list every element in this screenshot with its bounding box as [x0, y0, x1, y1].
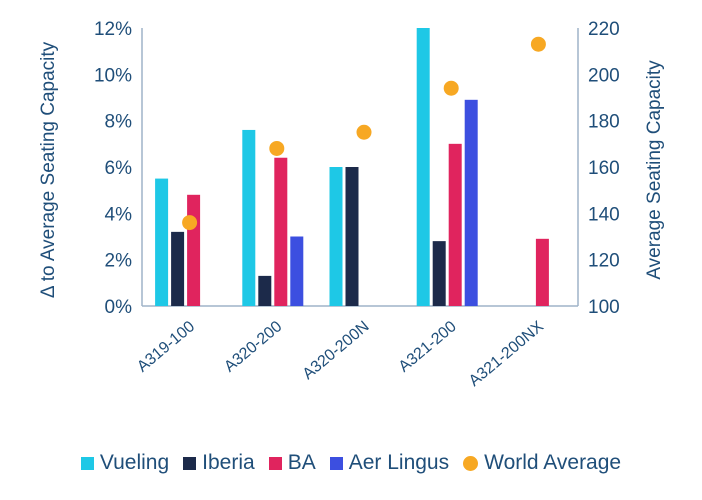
x-tick-label: A319-100 — [134, 318, 198, 376]
y2-tick-label: 160 — [588, 158, 620, 179]
bar-vueling — [416, 28, 430, 306]
bar-ba — [187, 194, 201, 306]
world-average-point — [530, 36, 546, 52]
y-tick-label: 12% — [94, 19, 132, 40]
y-tick-label: 0% — [105, 297, 133, 318]
bar-iberia — [432, 241, 446, 306]
world-average-point — [182, 215, 198, 231]
y-axis-title: Δ to Average Seating Capacity — [38, 41, 59, 298]
x-tick-label: A321-200 — [396, 318, 460, 376]
world-average-point — [356, 124, 372, 140]
legend-item: Iberia — [183, 451, 255, 475]
y2-tick-label: 100 — [588, 297, 620, 318]
legend-label: BA — [287, 451, 316, 474]
world-average-points — [182, 36, 546, 231]
y2-tick-label: 140 — [588, 204, 620, 225]
bar-aer-lingus — [290, 236, 304, 306]
bar-iberia — [258, 275, 272, 306]
y-tick-label: 8% — [105, 112, 133, 133]
world-average-point — [269, 140, 285, 156]
bar-vueling — [329, 167, 343, 306]
y2-axis-title: Average Seating Capacity — [644, 60, 665, 280]
legend-item: Aer Lingus — [329, 451, 450, 475]
legend-item: Vueling — [80, 451, 170, 475]
x-tick-label: A321-200NX — [466, 318, 547, 390]
y-tick-label: 10% — [94, 65, 132, 86]
y-tick-label: 4% — [105, 204, 133, 225]
legend-swatch — [80, 456, 94, 470]
y-tick-label: 2% — [105, 251, 133, 272]
legend-swatch — [463, 455, 479, 471]
y2-tick-label: 120 — [588, 251, 620, 272]
bar-aer-lingus — [464, 99, 478, 306]
legend-swatch — [329, 456, 343, 470]
bar-ba — [448, 143, 462, 306]
bar-vueling — [242, 129, 256, 306]
bar-iberia — [345, 167, 359, 306]
legend-label: Aer Lingus — [348, 451, 450, 474]
chart-canvas: 0% 2% 4% 6% 8% 10% 12% 100 120 140 160 180 200 220 A31… — [38, 19, 665, 390]
legend-item: World Average — [463, 451, 621, 475]
legend-swatch — [268, 456, 282, 470]
bar-ba — [535, 238, 549, 306]
legend-label: Iberia — [202, 451, 255, 474]
axes — [141, 28, 579, 307]
bar-vueling — [155, 178, 169, 306]
x-tick-label: A320-200N — [300, 318, 373, 383]
legend: Vueling Iberia BA Aer Lingus World Average — [0, 448, 702, 478]
y2-tick-label: 220 — [588, 19, 620, 40]
bars — [155, 28, 549, 306]
legend-label: World Average — [484, 451, 622, 474]
bar-ba — [274, 157, 288, 306]
x-tick-label: A320-200 — [221, 318, 285, 376]
world-average-point — [443, 80, 459, 96]
legend-swatch — [183, 456, 197, 470]
legend-item: BA — [268, 451, 316, 475]
y2-tick-label: 200 — [588, 65, 620, 86]
legend-label: Vueling — [99, 451, 170, 474]
y2-tick-label: 180 — [588, 112, 620, 133]
y-tick-label: 6% — [105, 158, 133, 179]
bar-iberia — [171, 231, 185, 306]
